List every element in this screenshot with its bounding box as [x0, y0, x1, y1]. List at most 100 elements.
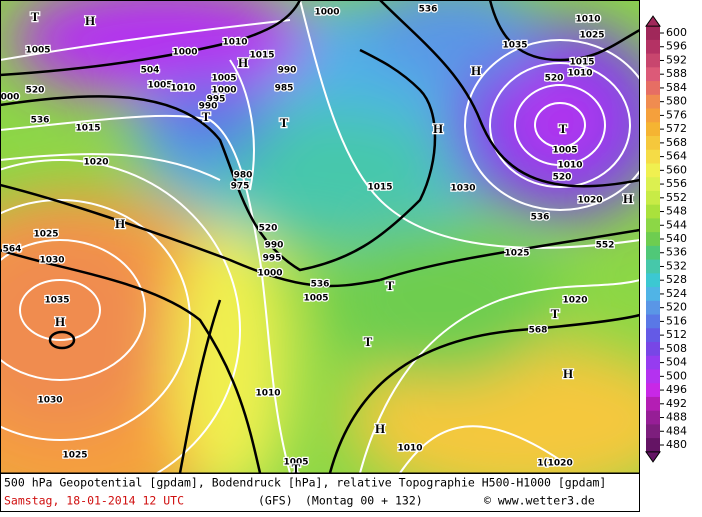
legend-swatch — [646, 424, 660, 439]
legend-label: 528 — [666, 273, 687, 286]
map-label: 564 — [3, 245, 22, 255]
map-label: 1000 — [314, 8, 339, 18]
legend-arrow-bottom — [645, 451, 661, 463]
map-label: 1000 — [257, 269, 282, 279]
map-label: H — [238, 55, 248, 70]
legend-swatch — [646, 342, 660, 357]
legend-swatch — [646, 39, 660, 55]
legend-swatch — [646, 67, 660, 82]
map-label: 990 — [265, 241, 284, 251]
map-label: 1035 — [502, 41, 527, 51]
map-label: 1005 — [147, 81, 172, 91]
legend-swatch — [646, 300, 660, 316]
map-label: 1035 — [44, 296, 69, 306]
map-label: 1005 — [303, 294, 328, 304]
caption-date: Samstag, 18-01-2014 12 UTC — [4, 494, 184, 508]
map-label: 1015 — [75, 124, 100, 134]
map-label: 1000 — [211, 86, 236, 96]
legend-label: 540 — [666, 232, 687, 245]
map-label: 1010 — [397, 444, 422, 454]
legend-label: 536 — [666, 246, 687, 259]
legend-label: 580 — [666, 95, 687, 108]
map-label: H — [115, 216, 125, 231]
map: T H1005504100010101015H100510101005100099… — [0, 0, 640, 476]
map-label: 975 — [231, 182, 250, 192]
legend-swatch — [646, 81, 660, 96]
map-label: 1020 — [83, 158, 108, 168]
map-label: 1005 — [552, 146, 577, 156]
map-label: 1015 — [249, 51, 274, 61]
map-label: 1010 — [170, 84, 195, 94]
legend-label: 520 — [666, 301, 687, 314]
legend-label: 532 — [666, 259, 687, 272]
map-label: H — [375, 421, 385, 436]
legend-swatch — [646, 122, 660, 137]
legend-swatch — [646, 328, 660, 343]
legend-swatch — [646, 204, 660, 219]
legend-swatch — [646, 177, 660, 192]
legend-swatch — [646, 190, 660, 206]
map-label: 1005 — [25, 46, 50, 56]
map-label: H — [55, 314, 65, 329]
caption-model: (GFS) — [258, 494, 293, 508]
legend-swatch — [646, 259, 660, 274]
legend-label: 504 — [666, 356, 687, 369]
map-label: 1000 — [172, 48, 197, 58]
legend-swatch — [646, 369, 660, 384]
legend-label: 508 — [666, 342, 687, 355]
map-label: 980 — [234, 171, 253, 181]
map-label: T — [551, 306, 560, 321]
legend-label: 488 — [666, 411, 687, 424]
map-label: 520 — [26, 86, 45, 96]
legend-label: 516 — [666, 314, 687, 327]
map-label: 504 — [141, 66, 160, 76]
map-label: 000 — [1, 93, 20, 103]
map-label: 1030 — [37, 396, 62, 406]
legend-swatch — [646, 355, 660, 370]
legend-arrow-top — [645, 15, 661, 27]
map-label: 1030 — [39, 256, 64, 266]
map-label: T — [364, 334, 373, 349]
map-label: 1020 — [562, 296, 587, 306]
map-label: T — [292, 461, 301, 476]
map-label: 1020 — [577, 196, 602, 206]
legend-swatch — [646, 410, 660, 425]
legend-swatch — [646, 245, 660, 261]
legend-label: 572 — [666, 122, 687, 135]
map-label: 995 — [263, 254, 282, 264]
map-label: 1010 — [222, 38, 247, 48]
map-label: H — [85, 13, 95, 28]
legend-label: 480 — [666, 438, 687, 451]
legend-label: 588 — [666, 67, 687, 80]
legend-label: 496 — [666, 383, 687, 396]
map-label: 536 — [31, 116, 50, 126]
map-label: 1010 — [575, 15, 600, 25]
map-label: 1015 — [569, 58, 594, 68]
caption-line: 500 hPa Geopotential [gpdam], Bodendruck… — [4, 476, 606, 490]
legend-label: 556 — [666, 177, 687, 190]
map-label: 536 — [531, 213, 550, 223]
map-label: 995 — [207, 95, 226, 105]
legend-label: 584 — [666, 81, 687, 94]
legend-label: 568 — [666, 136, 687, 149]
caption-box — [0, 473, 640, 512]
map-label: 1010 — [255, 389, 280, 399]
legend-swatch — [646, 149, 660, 164]
legend-swatch — [646, 163, 660, 178]
map-label: 1025 — [33, 230, 58, 240]
map-label: 520 — [545, 74, 564, 84]
legend-label: 484 — [666, 424, 687, 437]
legend-swatch — [646, 396, 660, 412]
legend-swatch — [646, 287, 660, 302]
map-label: H — [471, 63, 481, 78]
caption-credit: © www.wetter3.de — [484, 494, 595, 508]
legend-swatch — [646, 108, 660, 123]
legend-label: 552 — [666, 191, 687, 204]
map-label: 1(1020 — [537, 459, 572, 469]
legend-label: 564 — [666, 150, 687, 163]
map-label: T — [386, 278, 395, 293]
legend-swatch — [646, 218, 660, 233]
map-label: T — [202, 109, 211, 124]
legend-swatch — [646, 232, 660, 247]
map-label: 985 — [275, 84, 294, 94]
